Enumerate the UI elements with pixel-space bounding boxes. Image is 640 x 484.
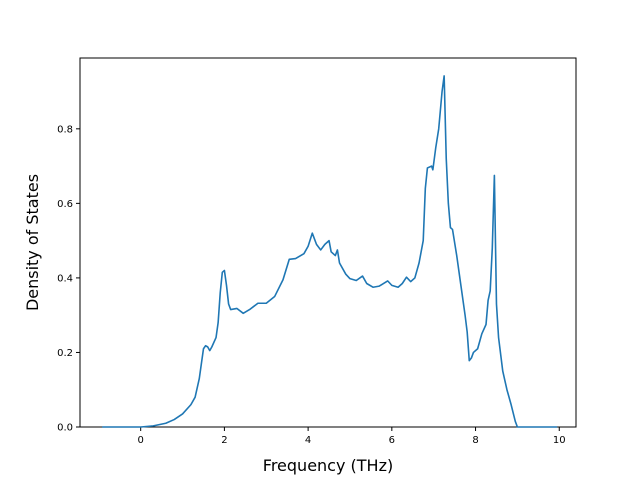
series-line (102, 75, 558, 428)
plot-frame (79, 57, 577, 428)
y-tick-label: 0.0 (57, 423, 73, 434)
y-axis-label: Density of States (23, 174, 42, 311)
y-axis-ticks: 0.0 0.2 0.4 0.6 0.8 (57, 124, 80, 434)
x-tick-label: 4 (305, 435, 311, 446)
x-tick-label: 8 (472, 435, 478, 446)
x-tick-label: 2 (221, 435, 227, 446)
y-tick-label: 0.6 (57, 199, 73, 210)
x-tick-label: 0 (138, 435, 144, 446)
y-tick-label: 0.4 (57, 273, 73, 284)
y-tick-label: 0.8 (57, 124, 73, 135)
x-tick-label: 6 (389, 435, 395, 446)
x-axis-label: Frequency (THz) (263, 456, 393, 475)
x-tick-label: 10 (553, 435, 566, 446)
y-tick-label: 0.2 (57, 348, 73, 359)
x-axis-ticks: 0 2 4 6 8 10 (138, 427, 566, 446)
